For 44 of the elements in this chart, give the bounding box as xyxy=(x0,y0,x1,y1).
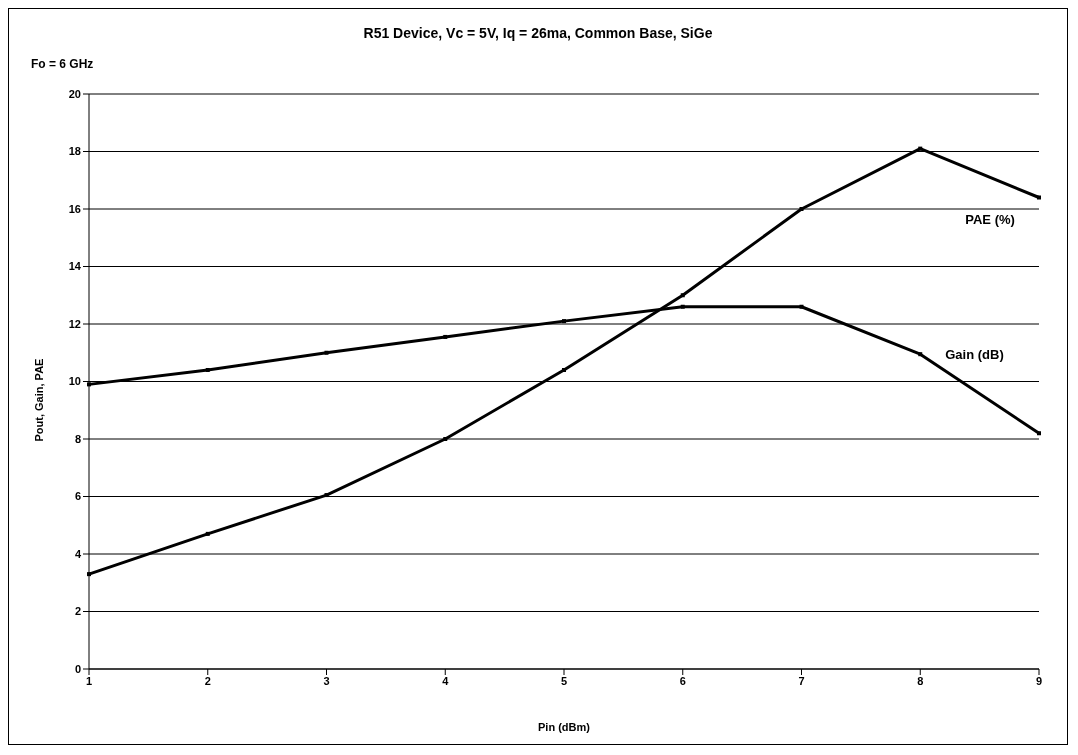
chart-title: R51 Device, Vc = 5V, Iq = 26ma, Common Base, SiGe xyxy=(362,25,714,41)
point xyxy=(1037,431,1041,436)
point xyxy=(443,437,448,441)
x-tick-label: 7 xyxy=(798,674,805,687)
point xyxy=(87,572,91,577)
x-tick-label: 1 xyxy=(85,674,93,687)
point xyxy=(87,382,91,387)
point xyxy=(443,334,448,339)
point xyxy=(205,368,210,372)
x-tick-label: 3 xyxy=(323,674,330,687)
x-tick-label: 4 xyxy=(442,674,450,687)
y-tick-label: 20 xyxy=(68,87,81,100)
y-tick-label: 4 xyxy=(74,547,82,560)
point xyxy=(324,350,329,355)
y-axis-title: Pout, Gain, PAE xyxy=(32,358,45,442)
y-tick-label: 6 xyxy=(74,490,81,503)
point xyxy=(918,146,923,151)
x-tick-label: 6 xyxy=(679,674,686,687)
x-axis-title: Pin (dBm) xyxy=(538,721,591,733)
y-tick-label: 2 xyxy=(74,605,81,618)
point xyxy=(562,368,566,372)
point xyxy=(324,493,329,498)
x-tick-label: 8 xyxy=(917,674,924,687)
point xyxy=(680,304,685,309)
point xyxy=(562,319,566,324)
point xyxy=(799,304,804,309)
y-tick-label: 14 xyxy=(68,260,82,273)
y-tick-label: 0 xyxy=(74,662,81,675)
point xyxy=(205,531,210,536)
series-label: Gain (dB) xyxy=(945,347,1004,363)
series-label: PAE (%) xyxy=(965,211,1015,227)
y-tick-label: 16 xyxy=(68,202,81,215)
y-tick-label: 18 xyxy=(68,145,81,158)
x-tick-label: 2 xyxy=(204,674,211,687)
text: Fo = 6 GHz xyxy=(31,57,94,71)
x-tick-label: 5 xyxy=(560,674,568,687)
point xyxy=(680,293,685,298)
point xyxy=(1037,195,1041,200)
x-tick-label: 9 xyxy=(1035,674,1043,687)
point xyxy=(918,352,923,357)
y-tick-label: 8 xyxy=(74,432,81,445)
point xyxy=(799,207,804,211)
y-tick-label: 12 xyxy=(68,317,81,330)
y-tick-label: 10 xyxy=(68,375,81,388)
